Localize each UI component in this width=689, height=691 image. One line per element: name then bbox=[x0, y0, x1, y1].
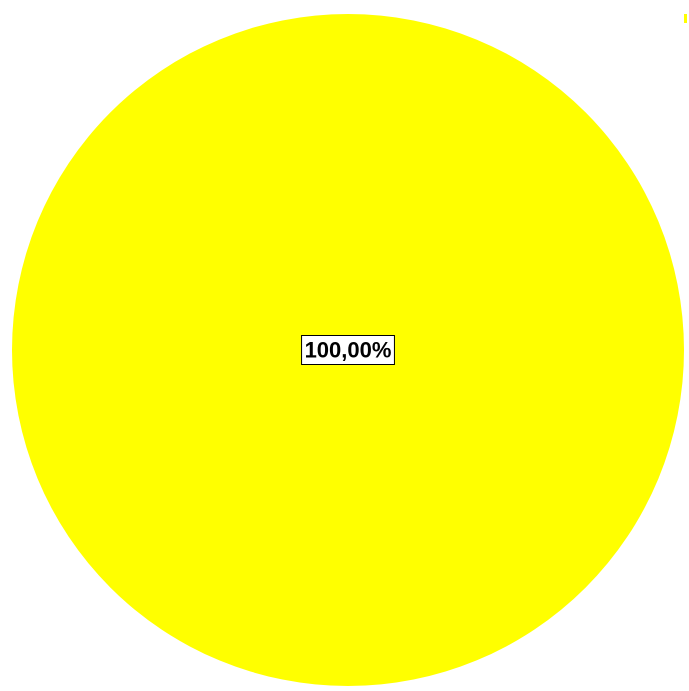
data-label-0: 100,00% bbox=[301, 335, 395, 365]
legend-swatch-0 bbox=[684, 14, 687, 23]
data-label-box bbox=[301, 335, 395, 365]
data-label-text: 100,00% bbox=[305, 338, 392, 363]
